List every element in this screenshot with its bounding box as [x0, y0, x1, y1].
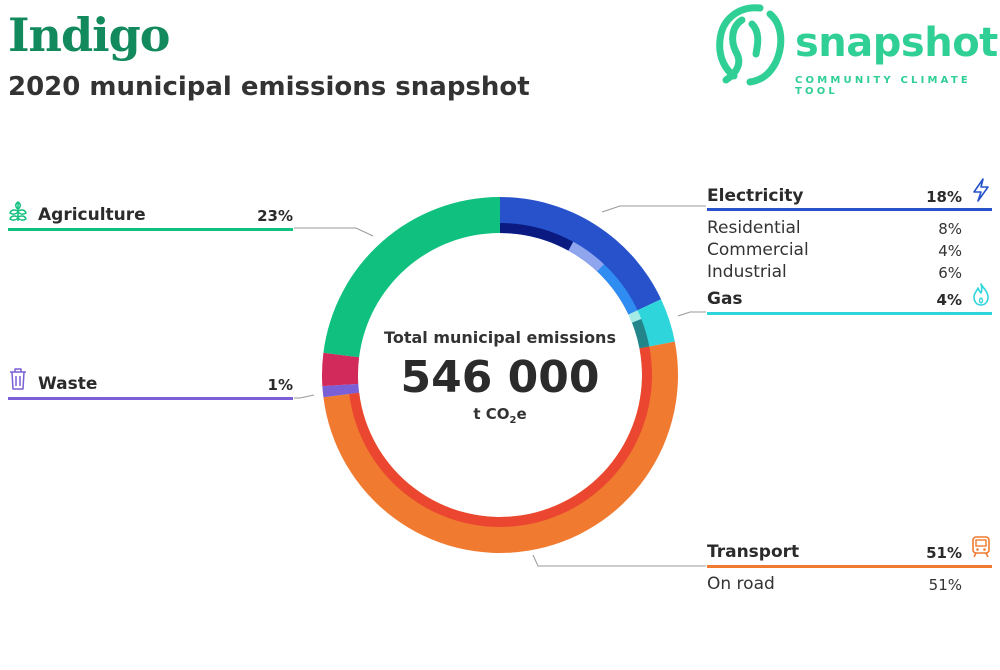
brand-name: snapshot — [795, 20, 998, 66]
agriculture-label: Agriculture — [38, 205, 146, 225]
transport-label: Transport — [707, 542, 800, 562]
transport-pct: 51% — [926, 544, 962, 562]
commercial-pct: 4% — [938, 242, 962, 260]
trash-icon — [10, 368, 26, 390]
slice-unlabeled-4 — [322, 352, 360, 387]
residential-label: Residential — [707, 218, 801, 238]
waste-rule — [8, 397, 293, 400]
leader-line-agriculture — [294, 227, 374, 237]
leader-line-gas — [677, 311, 706, 317]
industrial-label: Industrial — [707, 262, 787, 282]
slice-waste-3 — [322, 383, 360, 398]
slice-agriculture-5 — [323, 197, 500, 358]
subslice-unlabeled-1-0 — [628, 310, 642, 323]
industrial-pct: 6% — [938, 264, 962, 282]
electricity-label: Electricity — [707, 186, 804, 206]
subslice-commercial-0-1 — [568, 241, 605, 272]
on-road-pct: 51% — [928, 576, 962, 594]
agriculture-pct: 23% — [257, 207, 293, 225]
agriculture-rule — [8, 228, 293, 231]
transport-rule — [707, 565, 992, 568]
total-emissions-value: 546 000 — [400, 352, 600, 403]
city-title: Indigo — [8, 8, 170, 62]
gas-pct: 4% — [936, 291, 962, 309]
gas-rule — [707, 312, 992, 315]
subslice-industrial-0-2 — [597, 264, 638, 315]
leader-line-electricity — [601, 205, 706, 213]
center-title: Total municipal emissions — [384, 328, 616, 347]
flame-icon — [973, 283, 989, 306]
leaf-icon — [9, 201, 27, 221]
page-subtitle: 2020 municipal emissions snapshot — [8, 72, 530, 102]
residential-pct: 8% — [938, 220, 962, 238]
subslice-residential-0-0 — [500, 223, 574, 251]
commercial-label: Commercial — [707, 240, 809, 260]
electricity-pct: 18% — [926, 188, 962, 206]
waste-label: Waste — [38, 374, 98, 394]
gas-label: Gas — [707, 289, 743, 309]
total-emissions-unit: t CO2e — [473, 405, 527, 426]
subslice-unlabeled-1-1 — [632, 319, 650, 349]
leader-line-transport — [532, 554, 706, 567]
electricity-rule — [707, 208, 992, 211]
brand-tagline: COMMUNITY CLIMATE TOOL — [795, 75, 971, 97]
slice-transport-2 — [323, 341, 679, 554]
train-icon — [972, 536, 990, 558]
snapshot-logo-icon — [716, 4, 785, 86]
lightning-icon — [973, 178, 989, 202]
leader-line-waste — [294, 394, 315, 399]
on-road-label: On road — [707, 574, 775, 594]
waste-pct: 1% — [267, 376, 293, 394]
